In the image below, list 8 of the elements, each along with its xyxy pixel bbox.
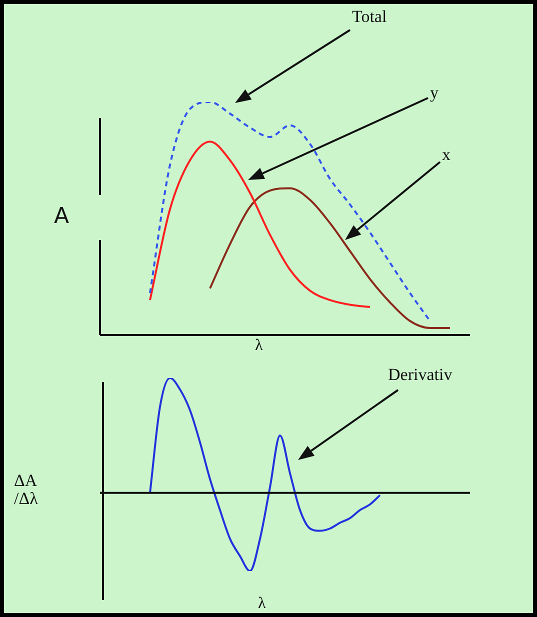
text: x	[442, 145, 450, 164]
text: Derivativ	[388, 365, 452, 384]
x-axis-title: λ	[258, 595, 266, 613]
y-axis-title: ΔA /Δλ	[14, 471, 38, 508]
y-axis-title: A	[54, 204, 70, 229]
text: y	[430, 83, 438, 102]
text: Total	[352, 7, 387, 26]
x-axis-title: λ	[255, 337, 263, 355]
